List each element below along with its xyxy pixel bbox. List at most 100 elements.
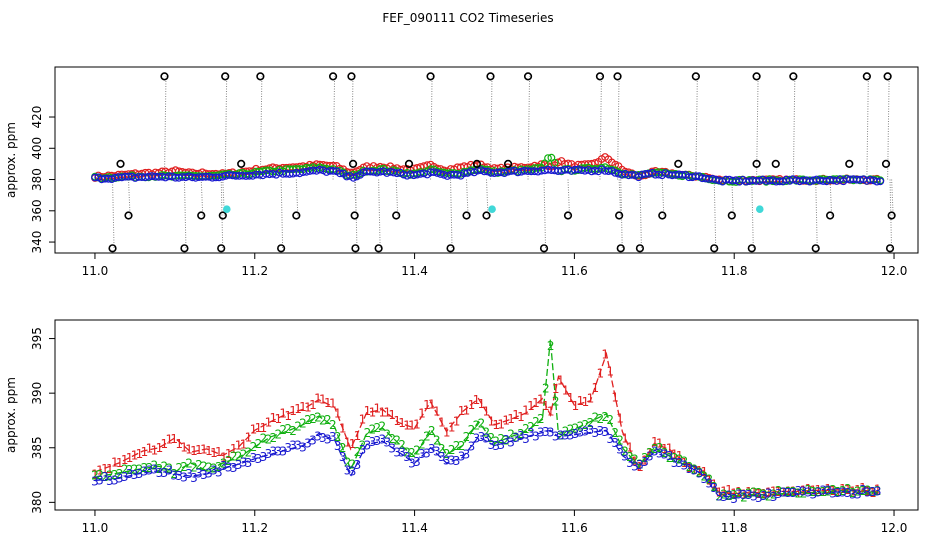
series-3-marker: 3 <box>111 474 119 488</box>
series-3-marker: 3 <box>165 464 173 478</box>
series-1-marker: 1 <box>844 483 852 497</box>
series-1-marker: 1 <box>473 393 481 407</box>
series-2-marker: 2 <box>621 445 629 459</box>
series-3-marker: 3 <box>502 433 510 447</box>
series-2-marker: 2 <box>175 461 183 475</box>
y-tick-label: 390 <box>30 382 44 405</box>
series-2-marker: 2 <box>255 437 263 451</box>
outlier-connector <box>486 179 489 216</box>
series-3-marker: 3 <box>378 433 386 447</box>
series-3-point <box>805 177 814 186</box>
series-2-point <box>544 154 552 163</box>
series-2-marker: 2 <box>309 412 317 426</box>
series-3-marker: 3 <box>730 492 738 506</box>
series-1-marker: 1 <box>829 484 837 498</box>
series-3-marker: 3 <box>299 440 307 454</box>
series-3-marker: 3 <box>864 485 872 499</box>
series-3-marker: 3 <box>190 471 198 485</box>
series-1-marker: 1 <box>686 461 694 475</box>
series-1-marker: 1 <box>631 455 639 469</box>
series-2-marker: 2 <box>458 439 466 453</box>
series-3-marker: 3 <box>403 450 411 464</box>
series-2-marker: 2 <box>299 416 307 430</box>
series-2-marker: 2 <box>329 418 337 432</box>
outlier-connector <box>378 179 381 249</box>
outlier-connector <box>163 76 167 180</box>
series-1-marker: 1 <box>502 413 510 427</box>
series-3-point <box>873 177 881 186</box>
series-2-marker: 2 <box>438 442 446 456</box>
outlier-connector <box>224 76 228 180</box>
outlier-connector <box>543 179 547 249</box>
series-1-marker: 1 <box>339 422 347 436</box>
series-3-point <box>604 167 613 176</box>
series-2-marker: 2 <box>121 463 129 477</box>
outlier-low-point <box>885 244 895 253</box>
series-3-marker: 3 <box>775 487 783 501</box>
series-2-marker: 2 <box>661 446 669 460</box>
outlier-connector <box>200 179 204 216</box>
series-2-marker: 2 <box>126 463 134 477</box>
series-3-marker: 3 <box>720 490 728 504</box>
series-2-marker: 2 <box>691 463 699 477</box>
outlier-connector <box>887 76 890 180</box>
series-3-marker: 3 <box>666 449 674 463</box>
series-3-point <box>876 177 885 186</box>
series-1-marker: 1 <box>413 418 421 432</box>
series-1-marker: 1 <box>532 396 540 410</box>
outlier-connector <box>112 179 115 249</box>
series-2-marker: 2 <box>314 410 322 424</box>
series-3-marker: 3 <box>443 454 451 468</box>
series-3-marker: 3 <box>255 452 263 466</box>
outlier-mid-point <box>197 211 206 220</box>
series-2-marker: 2 <box>220 456 228 470</box>
series-3-marker: 3 <box>235 458 243 472</box>
series-2-marker: 2 <box>512 431 520 445</box>
series-2-marker: 2 <box>319 414 327 428</box>
outlier-cyan-point <box>223 205 231 214</box>
series-2-marker: 2 <box>681 455 689 469</box>
y-tick-label: 380 <box>30 168 44 191</box>
series-1-marker: 1 <box>819 485 827 499</box>
outlier-mid-point <box>615 211 624 220</box>
series-3-marker: 3 <box>423 447 431 461</box>
series-2-marker: 2 <box>369 423 377 437</box>
series-2-marker: 2 <box>487 431 495 445</box>
series-2-marker: 2 <box>190 460 198 474</box>
series-1-point <box>591 159 599 167</box>
series-1-marker: 1 <box>507 412 515 426</box>
outlier-connector <box>128 179 131 216</box>
series-1-marker: 1 <box>765 485 773 499</box>
series-3-marker: 3 <box>458 449 466 463</box>
series-3-marker: 3 <box>725 488 733 502</box>
series-1-marker: 1 <box>136 447 144 461</box>
series-1-marker: 1 <box>210 446 218 460</box>
outlier-mid-point <box>482 211 491 220</box>
series-3-point <box>628 170 636 179</box>
series-3-marker: 3 <box>532 430 540 444</box>
series-2-marker: 2 <box>502 434 510 448</box>
series-3-marker: 3 <box>309 434 317 448</box>
series-2-marker: 2 <box>537 412 545 426</box>
series-2-marker: 2 <box>96 468 104 482</box>
series-1-marker: 1 <box>423 398 431 412</box>
outlier-connector <box>695 76 698 180</box>
series-3-marker: 3 <box>606 432 614 446</box>
series-3-marker: 3 <box>547 426 555 440</box>
series-1-marker: 1 <box>636 460 644 474</box>
outlier-low-point <box>180 244 189 253</box>
series-3-marker: 3 <box>646 449 654 463</box>
series-3-marker: 3 <box>240 455 248 469</box>
series-2-marker: 2 <box>304 413 312 427</box>
series-3-marker: 3 <box>750 489 758 503</box>
series-1-marker: 1 <box>101 462 109 476</box>
series-3-marker: 3 <box>339 450 347 464</box>
y-tick-label: 340 <box>30 231 44 254</box>
outlier-connector <box>450 179 453 249</box>
outlier-high-point <box>347 72 356 81</box>
series-2-marker: 2 <box>225 454 233 468</box>
series-2-marker: 2 <box>151 459 159 473</box>
series-1-marker: 1 <box>151 444 159 458</box>
y-axis-label: approx. ppm <box>4 122 18 198</box>
series-2-marker: 2 <box>755 486 763 500</box>
